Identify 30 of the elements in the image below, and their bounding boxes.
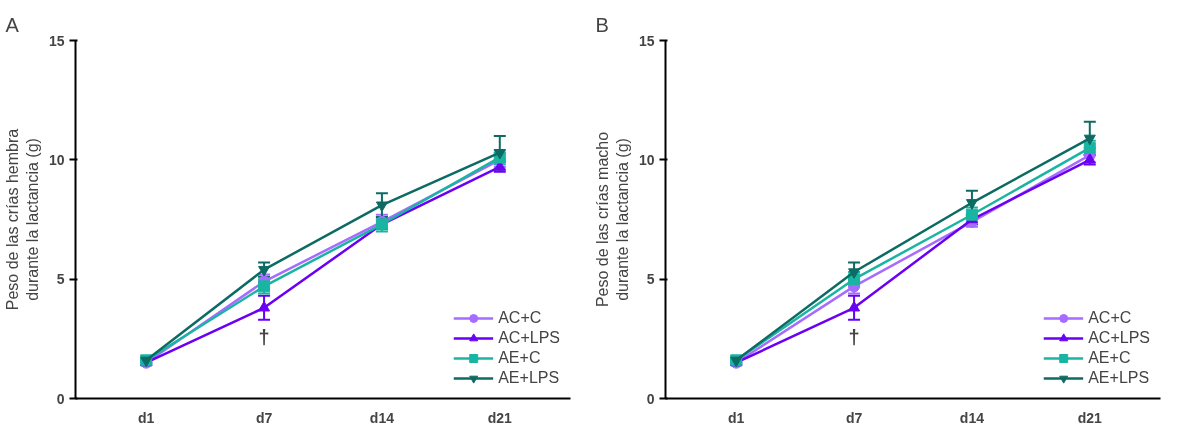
chart-title: A: [5, 13, 20, 36]
y-tick-label: 5: [56, 271, 65, 288]
annotation: †: [848, 325, 860, 348]
x-tick-label: d21: [1077, 409, 1103, 426]
x-tick-label: d7: [255, 409, 273, 426]
y-tick-label: 0: [646, 390, 655, 407]
legend-label: AE+C: [498, 349, 541, 367]
chart-title: B: [595, 13, 609, 36]
y-axis-title: Peso de las crías macho durante la lactancia (g): [593, 131, 631, 308]
annotation: †: [258, 325, 270, 348]
legend-label: AC+C: [1088, 309, 1132, 327]
legend-label: AE+LPS: [1088, 369, 1150, 387]
y-tick-label: 15: [638, 32, 655, 49]
y-tick-label: 10: [48, 151, 65, 168]
y-tick-label: 5: [646, 271, 655, 288]
y-tick-label: 0: [56, 390, 65, 407]
x-tick-label: d1: [138, 409, 155, 426]
y-tick-label: 15: [48, 32, 65, 49]
legend-label: AE+LPS: [498, 369, 560, 387]
y-axis-title: Peso de las crías hembra durante la lactancia (g): [3, 128, 41, 311]
legend-label: AE+C: [1088, 349, 1131, 367]
x-tick-label: d21: [487, 409, 513, 426]
x-tick-label: d7: [845, 409, 863, 426]
legend-label: AC+C: [498, 309, 542, 327]
legend-label: AC+LPS: [498, 329, 560, 347]
x-tick-label: d14: [369, 409, 395, 426]
x-tick-label: d14: [959, 409, 985, 426]
x-tick-label: d1: [728, 409, 745, 426]
y-tick-label: 10: [638, 151, 655, 168]
legend-label: AC+LPS: [1088, 329, 1150, 347]
